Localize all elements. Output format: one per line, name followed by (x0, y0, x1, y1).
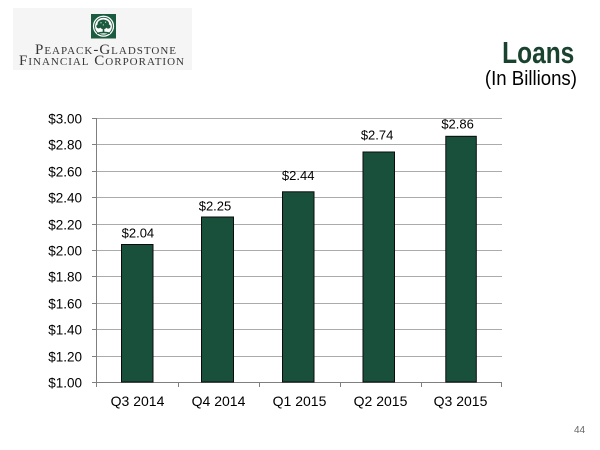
svg-text:Q2 2015: Q2 2015 (354, 393, 408, 409)
svg-text:Q4 2014: Q4 2014 (192, 393, 246, 409)
svg-text:$2.80: $2.80 (48, 138, 82, 153)
svg-text:$1.80: $1.80 (48, 270, 82, 285)
svg-text:$2.60: $2.60 (48, 165, 82, 180)
svg-text:$2.20: $2.20 (48, 218, 82, 233)
svg-text:$1.00: $1.00 (48, 376, 82, 391)
svg-text:$2.86: $2.86 (441, 117, 474, 132)
svg-text:Q3 2015: Q3 2015 (434, 393, 488, 409)
svg-text:Q1 2015: Q1 2015 (273, 393, 327, 409)
svg-text:Q3 2014: Q3 2014 (111, 393, 165, 409)
svg-text:$2.44: $2.44 (282, 168, 315, 183)
svg-text:$3.00: $3.00 (48, 112, 82, 127)
svg-text:$1.20: $1.20 (48, 350, 82, 365)
svg-text:$1.40: $1.40 (48, 323, 82, 338)
svg-text:$2.00: $2.00 (48, 244, 82, 259)
svg-text:$1.60: $1.60 (48, 297, 82, 312)
svg-text:$2.04: $2.04 (122, 225, 155, 240)
svg-text:$2.40: $2.40 (48, 191, 82, 206)
svg-text:$2.74: $2.74 (361, 128, 394, 143)
svg-text:$2.25: $2.25 (199, 198, 232, 213)
